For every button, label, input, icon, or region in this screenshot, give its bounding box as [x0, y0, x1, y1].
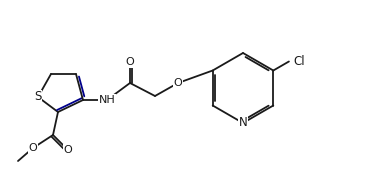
- Text: O: O: [28, 143, 37, 153]
- Text: Cl: Cl: [293, 55, 304, 68]
- Text: O: O: [126, 57, 135, 67]
- Text: S: S: [34, 90, 42, 104]
- Text: O: O: [63, 145, 72, 155]
- Text: O: O: [174, 78, 182, 88]
- Text: NH: NH: [99, 95, 116, 105]
- Text: N: N: [239, 117, 247, 129]
